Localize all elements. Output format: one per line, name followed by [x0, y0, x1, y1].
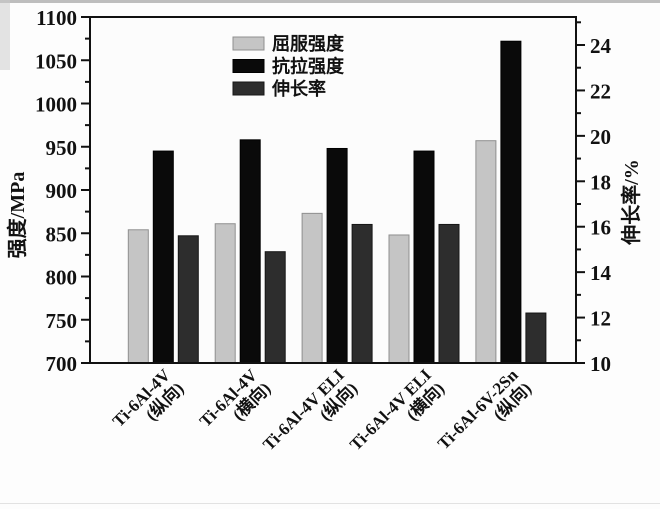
- right-axis-title: 伸长率/%: [619, 159, 643, 246]
- legend-label-1: 抗拉强度: [272, 56, 345, 77]
- bar-yield-g2: [214, 223, 236, 364]
- scan-artifact-top-strip: [0, 0, 660, 3]
- bar-yield-g5: [475, 140, 497, 364]
- bar-elongation-g1: [177, 235, 199, 364]
- bar-elongation-g3: [351, 223, 373, 364]
- bar-elongation-g4: [438, 223, 460, 364]
- bar-yield-g4: [388, 234, 410, 364]
- right-tick-label: 22: [590, 79, 611, 103]
- left-tick-label: 700: [46, 352, 78, 376]
- left-axis: 700 750 800 850 900 950 1000 1050 1100: [35, 6, 90, 376]
- right-tick-label: 18: [590, 170, 611, 194]
- legend-swatch-0: [232, 36, 265, 51]
- left-tick-label: 850: [46, 222, 78, 246]
- bar-tensile-g2: [239, 139, 261, 364]
- x-label-g2: Ti-6Al-4V(横向): [196, 365, 275, 444]
- bar-yield-g1: [127, 229, 149, 364]
- bar-tensile-g5: [500, 40, 522, 364]
- x-label-g5: Ti-6Al-6V-2Sn(纵向): [434, 365, 536, 467]
- legend-swatch-1: [232, 59, 265, 73]
- bar-elongation-g5: [525, 312, 547, 364]
- left-axis-title: 强度/MPa: [5, 172, 29, 259]
- bar-tensile-g1: [152, 150, 174, 364]
- x-axis-labels: Ti-6Al-4V(纵向) Ti-6Al-4V(横向)Ti-6Al-4V ELI(…: [109, 365, 536, 468]
- legend-label-0: 屈服强度: [272, 33, 345, 54]
- scan-artifact-bottom-line: [0, 503, 660, 504]
- legend-swatch-2: [232, 81, 265, 96]
- right-tick-label: 20: [590, 125, 611, 149]
- left-tick-label: 1000: [35, 93, 77, 117]
- bar-elongation-g2: [264, 251, 286, 364]
- right-tick-label: 14: [590, 261, 612, 285]
- x-label-g4: Ti-6Al-4V ELI(横向): [346, 365, 449, 468]
- left-tick-label: 900: [46, 179, 78, 203]
- legend-label-2: 伸长率: [271, 78, 326, 99]
- left-tick-label: 750: [46, 309, 78, 333]
- bars-group: [127, 40, 547, 364]
- bar-tensile-g3: [326, 147, 348, 364]
- left-tick-label: 800: [46, 266, 78, 290]
- right-tick-label: 24: [590, 34, 612, 58]
- right-tick-label: 12: [590, 307, 611, 331]
- x-label-g3: Ti-6Al-4V ELI(纵向): [259, 365, 362, 468]
- right-axis: 10 12 14 16 18 20 22 24: [576, 21, 612, 376]
- x-label-g1: Ti-6Al-4V(纵向): [109, 365, 188, 444]
- left-tick-label: 1100: [36, 6, 77, 30]
- right-tick-label: 16: [590, 216, 611, 240]
- left-tick-label: 950: [46, 136, 78, 160]
- left-tick-label: 1050: [35, 49, 77, 73]
- right-tick-label: 10: [590, 352, 611, 376]
- scan-artifact-left-strip: [0, 0, 10, 70]
- bar-yield-g3: [301, 212, 323, 364]
- bar-tensile-g4: [413, 150, 435, 364]
